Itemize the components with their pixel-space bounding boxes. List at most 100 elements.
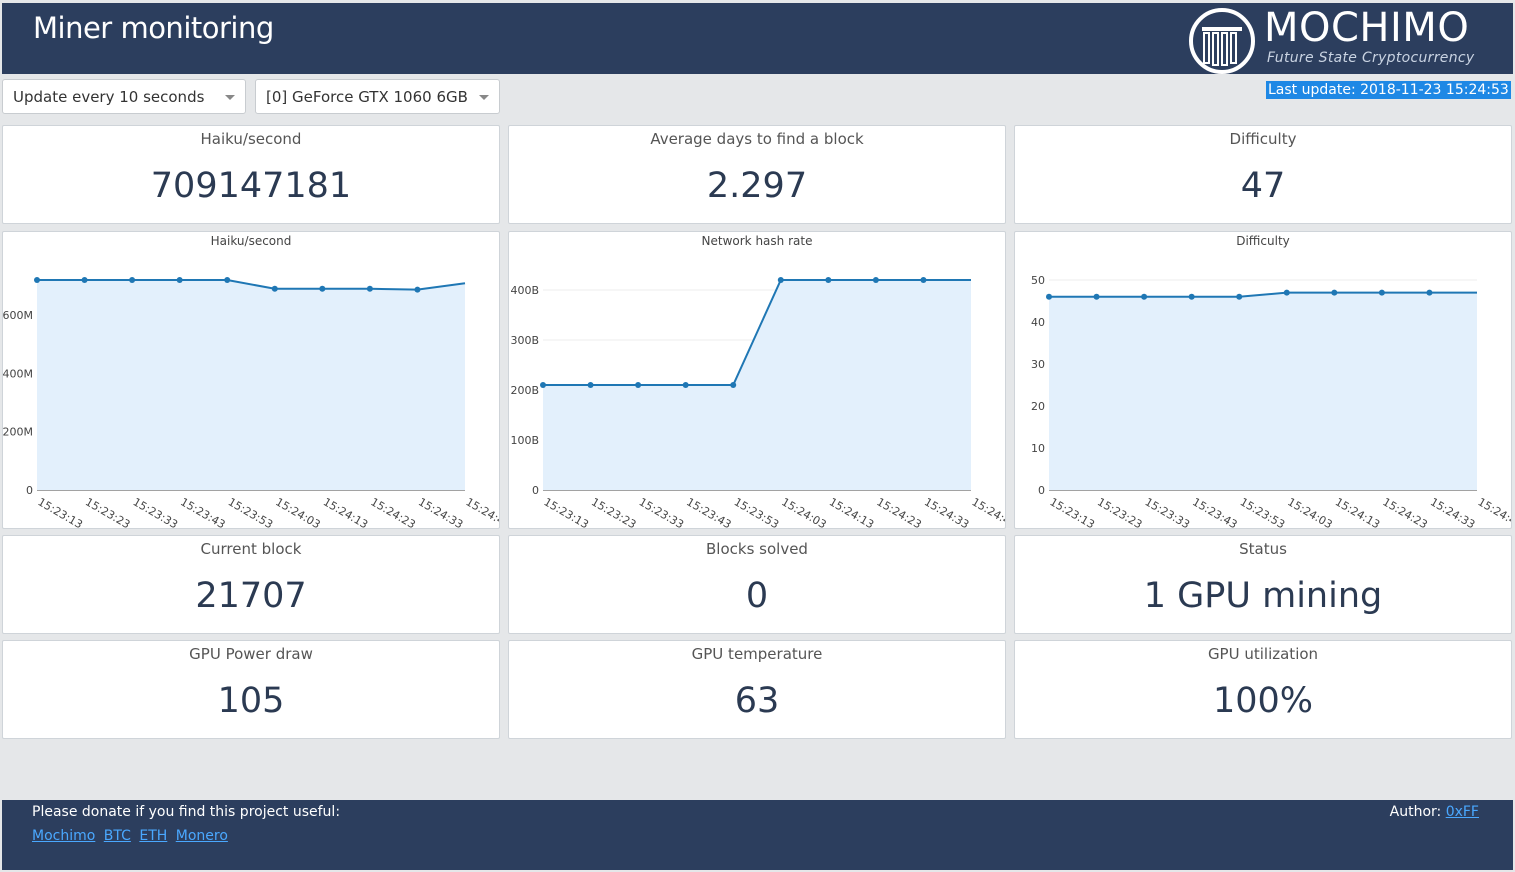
- x-tick-label: 15:24:23: [874, 495, 923, 528]
- x-tick-label: 15:23:53: [732, 495, 781, 528]
- data-point: [1093, 293, 1100, 300]
- y-tick-label: 200B: [510, 384, 539, 397]
- data-point: [1141, 293, 1148, 300]
- link-btc[interactable]: BTC: [103, 828, 131, 844]
- link-monero[interactable]: Monero: [175, 828, 228, 844]
- x-tick-label: 15:23:33: [131, 495, 180, 528]
- utilization-card: GPU utilization 100%: [1014, 640, 1512, 739]
- blocks-solved-label: Blocks solved: [706, 540, 808, 558]
- data-point: [1283, 289, 1290, 296]
- x-tick-label: 15:23:43: [1190, 495, 1239, 528]
- gpu-select[interactable]: [0] GeForce GTX 1060 6GB: [255, 79, 500, 114]
- data-point: [635, 382, 642, 388]
- data-point: [366, 285, 373, 292]
- author-link[interactable]: 0xFF: [1445, 804, 1479, 820]
- difficulty-chart-card: Difficulty 0 10 20 30 40 50 15:23:13 15:23:23 15…: [1014, 231, 1512, 529]
- x-tick-label: 15:23:23: [1095, 495, 1144, 528]
- current-block-card: Current block 21707: [2, 535, 500, 634]
- logo-tagline: Future State Cryptocurrency: [1267, 50, 1475, 66]
- link-eth[interactable]: ETH: [139, 828, 168, 844]
- data-point: [730, 382, 737, 388]
- network-hash-chart: 0 100B 200B 300B 400B 15:23:1315:23:2315:23:3…: [510, 277, 1005, 528]
- avg-days-value: 2.297: [706, 166, 808, 206]
- data-point: [1188, 293, 1195, 300]
- temperature-value: 63: [734, 681, 780, 721]
- x-tick-label: 15:23:13: [36, 495, 85, 528]
- link-mochimo[interactable]: Mochimo: [32, 828, 96, 844]
- update-interval-value: Update every 10 seconds: [13, 88, 205, 106]
- data-point: [920, 277, 927, 283]
- last-update: Last update: 2018-11-23 15:24:53: [1266, 81, 1511, 99]
- haiku-chart: 0200M400M600M15:23:1315:23:2315:23:3315:…: [3, 277, 500, 528]
- data-point: [777, 277, 784, 283]
- power-value: 105: [217, 681, 285, 721]
- x-tick-label: 15:23:23: [589, 495, 638, 528]
- x-tick-label: 15:24:33: [922, 495, 971, 528]
- x-tick-label: 15:23:23: [83, 495, 132, 528]
- difficulty-chart-title: Difficulty: [1236, 234, 1290, 248]
- data-point: [129, 277, 136, 283]
- y-tick-label: 10: [1031, 442, 1045, 455]
- y-tick-label: 400B: [510, 284, 539, 297]
- series-area: [37, 280, 465, 490]
- x-tick-label: 15:24:43: [464, 495, 500, 528]
- x-tick-label: 15:24:03: [779, 495, 828, 528]
- chevron-down-icon: [479, 95, 489, 100]
- difficulty-chart: 0102030405015:23:1315:23:2315:23:3315:23…: [1031, 274, 1511, 528]
- utilization-value: 100%: [1212, 681, 1314, 721]
- data-point: [587, 382, 594, 388]
- temperature-label: GPU temperature: [691, 645, 823, 663]
- mochimo-logo: MOCHIMO Future State Cryptocurrency: [1188, 5, 1508, 75]
- x-tick-label: 15:24:13: [827, 495, 876, 528]
- y-tick-label: 200M: [3, 426, 33, 439]
- x-tick-label: 15:23:33: [1143, 495, 1192, 528]
- haiku-card: Haiku/second 709147181: [2, 125, 500, 224]
- app-header: Miner monitoring MOCHIMO Future State Cr…: [2, 3, 1513, 74]
- data-point: [1331, 289, 1338, 296]
- y-tick-label: 40: [1031, 316, 1045, 329]
- blocks-solved-card: Blocks solved 0: [508, 535, 1006, 634]
- temperature-card: GPU temperature 63: [508, 640, 1006, 739]
- y-tick-label: 50: [1031, 274, 1045, 287]
- avg-days-card: Average days to find a block 2.297: [508, 125, 1006, 224]
- data-point: [872, 277, 879, 283]
- chevron-down-icon: [225, 95, 235, 100]
- donate-text: Please donate if you find this project u…: [32, 804, 341, 820]
- x-tick-label: 15:23:43: [684, 495, 733, 528]
- data-point: [271, 285, 278, 292]
- data-point: [1426, 289, 1433, 296]
- x-tick-label: 15:23:33: [637, 495, 686, 528]
- power-card: GPU Power draw 105: [2, 640, 500, 739]
- x-tick-label: 15:24:03: [1285, 495, 1334, 528]
- x-tick-label: 15:24:03: [273, 495, 322, 528]
- difficulty-value: 47: [1240, 166, 1286, 206]
- data-point: [682, 382, 689, 388]
- x-tick-label: 15:24:33: [416, 495, 465, 528]
- data-point: [81, 277, 88, 283]
- data-point: [34, 277, 40, 283]
- data-point: [224, 277, 231, 283]
- status-card: Status 1 GPU mining: [1014, 535, 1512, 634]
- x-tick-label: 15:23:53: [226, 495, 275, 528]
- series-line: [543, 279, 971, 386]
- blocks-solved-value: 0: [745, 576, 769, 616]
- data-point: [176, 277, 183, 283]
- status-label: Status: [1239, 540, 1287, 558]
- series-area: [543, 280, 971, 490]
- data-point: [1236, 293, 1243, 300]
- data-point: [1378, 289, 1385, 296]
- current-block-value: 21707: [195, 576, 307, 616]
- x-tick-label: 15:24:13: [1333, 495, 1382, 528]
- series-line: [37, 279, 466, 291]
- utilization-label: GPU utilization: [1207, 645, 1319, 663]
- x-tick-label: 15:23:13: [1048, 495, 1097, 528]
- y-tick-label: 600M: [3, 309, 33, 322]
- difficulty-card: Difficulty 47: [1014, 125, 1512, 224]
- x-tick-label: 15:24:23: [1380, 495, 1429, 528]
- series-line: [1049, 291, 1477, 298]
- status-value: 1 GPU mining: [1143, 576, 1383, 616]
- network-hash-chart-title: Network hash rate: [701, 234, 813, 248]
- data-point: [825, 277, 832, 283]
- haiku-chart-title: Haiku/second: [210, 234, 292, 248]
- update-interval-select[interactable]: Update every 10 seconds: [2, 79, 246, 114]
